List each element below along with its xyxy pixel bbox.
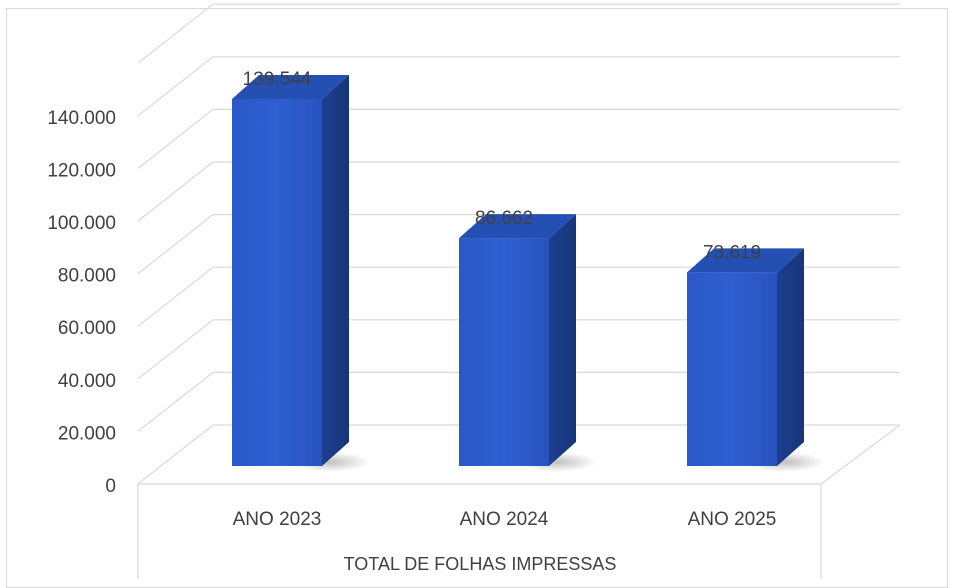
bar-top <box>687 248 804 273</box>
y-tick-label: 60.000 <box>58 318 116 339</box>
bar-top <box>459 214 576 239</box>
gridline-side <box>137 266 214 327</box>
y-tick-label: 80.000 <box>58 266 116 287</box>
data-label: 73.619 <box>703 242 761 263</box>
gridline-side <box>137 424 214 485</box>
gridline-side <box>137 56 214 117</box>
gridline-side-top <box>137 3 214 64</box>
bar-side <box>777 248 804 466</box>
y-tick-label: 0 <box>105 476 116 497</box>
gridline-side <box>137 371 214 432</box>
gridline-side <box>137 214 214 275</box>
y-tick-label: 20.000 <box>58 423 116 444</box>
bar-top <box>232 74 349 99</box>
bar-side <box>322 74 349 467</box>
gridline-side <box>137 319 214 380</box>
bar <box>687 272 777 466</box>
x-tick-label: ANO 2025 <box>688 509 777 530</box>
bar <box>232 98 322 467</box>
y-tick-label: 40.000 <box>58 371 116 392</box>
x-tick-label: ANO 2023 <box>233 509 322 530</box>
y-tick-label: 140.000 <box>47 108 116 129</box>
y-tick-label: 120.000 <box>47 160 116 181</box>
gridline-side <box>137 161 214 222</box>
bar-side <box>549 214 576 466</box>
data-label: 139.544 <box>243 69 312 90</box>
floor-right-edge <box>820 424 901 485</box>
x-tick-label: ANO 2024 <box>460 509 549 530</box>
x-axis-title: TOTAL DE FOLHAS IMPRESSAS <box>344 554 617 574</box>
gridline-side <box>137 108 214 169</box>
y-tick-label: 100.000 <box>47 213 116 234</box>
data-label: 86.662 <box>475 208 533 229</box>
bar <box>459 238 549 466</box>
